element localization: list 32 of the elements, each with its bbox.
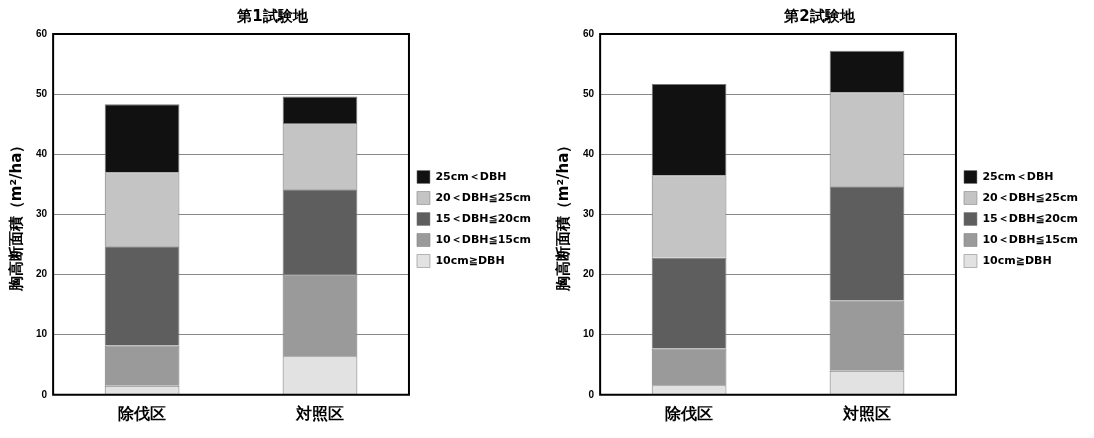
y-tick-label: 30 [36,208,48,220]
legend-label: 15＜DBH≦20cm [435,211,532,225]
y-tick-label: 60 [583,27,595,39]
legend-label: 25cm＜DBH [982,169,1054,183]
x-tick-label: 除伐区 [118,403,167,423]
y-axis-title: 胸高断面積（m²/ha） [553,137,572,293]
legend-label: 20＜DBH≦25cm [982,190,1079,204]
y-tick-label: 20 [583,268,595,280]
y-tick-label: 40 [36,148,48,160]
y-tick-label: 10 [583,328,595,340]
y-tick-label: 0 [41,388,48,400]
y-tick-label: 60 [36,27,48,39]
legend-label: 10cm≧DBH [435,253,505,267]
legend-label: 20＜DBH≦25cm [435,190,532,204]
y-tick-label: 30 [583,208,595,220]
y-tick-label: 50 [583,87,595,99]
x-tick-label: 対照区 [295,403,344,423]
y-axis-title: 胸高断面積（m²/ha） [6,137,25,293]
x-tick-label: 除伐区 [665,403,714,423]
y-tick-label: 0 [588,388,595,400]
legend-label: 25cm＜DBH [435,169,507,183]
legend-label: 15＜DBH≦20cm [982,211,1079,225]
chart-title: 第2試験地 [783,6,856,25]
chart-title: 第1試験地 [236,6,309,25]
legend-label: 10＜DBH≦15cm [435,232,532,246]
y-tick-label: 50 [36,87,48,99]
legend-label: 10cm≧DBH [982,253,1052,267]
x-tick-label: 対照区 [842,403,891,423]
y-tick-label: 10 [36,328,48,340]
y-tick-label: 40 [583,148,595,160]
y-tick-label: 20 [36,268,48,280]
legend-label: 10＜DBH≦15cm [982,232,1079,246]
